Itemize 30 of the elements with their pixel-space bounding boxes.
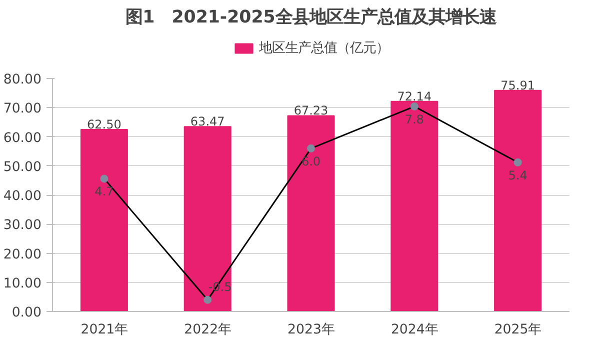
y-tick-label: 50.00 bbox=[3, 160, 42, 175]
chart-title: 图1 2021-2025全县地区生产总值及其增长速 bbox=[126, 8, 498, 28]
data-label: 72.14 bbox=[397, 89, 432, 104]
y-tick-label: 60.00 bbox=[3, 130, 42, 146]
x-tick-label: 2022年 bbox=[184, 322, 232, 338]
y-tick-label: 80.00 bbox=[3, 72, 42, 88]
y-tick-label: 70.00 bbox=[3, 102, 42, 117]
data-label: 6.0 bbox=[301, 154, 321, 168]
bar bbox=[494, 90, 542, 312]
data-label: 5.4 bbox=[508, 168, 528, 182]
x-tick-label: 2025年 bbox=[494, 322, 542, 338]
bar bbox=[287, 115, 335, 312]
x-tick-label: 2024年 bbox=[390, 322, 438, 338]
y-tick-label: 20.00 bbox=[3, 247, 42, 262]
legend-label: 地区生产总值（亿元） bbox=[259, 40, 389, 57]
bar bbox=[184, 126, 232, 312]
bar bbox=[390, 100, 438, 312]
data-label: 62.50 bbox=[87, 117, 122, 132]
data-label: 63.47 bbox=[190, 114, 225, 129]
data-label: 67.23 bbox=[294, 104, 328, 118]
y-tick-label: 10.00 bbox=[3, 276, 42, 292]
y-tick-label: 30.00 bbox=[3, 218, 42, 234]
data-label: 75.91 bbox=[500, 78, 535, 92]
x-tick-label: 2021年 bbox=[80, 322, 128, 338]
y-tick-label: 40.00 bbox=[3, 189, 42, 204]
bar bbox=[80, 128, 128, 312]
y-tick-label: 0.00 bbox=[12, 306, 42, 320]
data-label: 7.8 bbox=[404, 112, 424, 126]
data-label: 4.7 bbox=[94, 184, 114, 199]
x-tick-label: 2023年 bbox=[288, 322, 334, 338]
